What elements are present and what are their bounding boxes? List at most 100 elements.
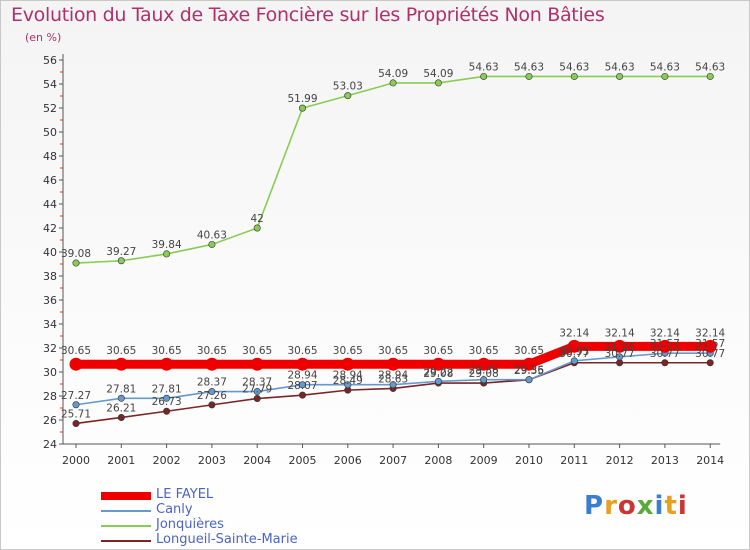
data-point-canly [389,381,397,389]
series-le-fayel [69,339,717,371]
data-point-le-fayel [205,357,219,371]
data-point-jonquieres [163,250,171,258]
data-point-jonquieres [117,257,125,265]
y-tick-label: 24 [43,438,57,451]
x-tick-label: 2002 [153,454,181,467]
data-point-jonquieres [389,79,397,87]
data-point-longueil-sainte-marie [208,401,216,409]
y-tick-label: 34 [43,318,57,331]
data-label-jonquieres: 54.63 [559,61,589,73]
data-point-longueil-sainte-marie [661,359,669,367]
proxiti-logo: Proxiti [584,491,688,521]
data-label-le-fayel: 30.65 [197,345,227,357]
data-label-le-fayel: 30.65 [106,345,136,357]
data-label-le-fayel: 32.14 [695,327,725,339]
legend-swatch [101,510,151,512]
data-label-canly: 28.37 [197,377,227,389]
y-tick-label: 42 [43,222,57,235]
data-point-canly [344,381,352,389]
data-label-jonquieres: 54.63 [469,61,499,73]
data-label-canly: 27.81 [152,383,182,395]
data-label-jonquieres: 40.63 [197,229,227,241]
logo-letter: x [636,491,655,521]
data-point-jonquieres [344,92,352,100]
x-tick-label: 2001 [107,454,135,467]
data-point-canly [253,388,261,396]
y-tick-label: 40 [43,246,57,259]
data-label-longueil-sainte-marie: 28.49 [333,375,363,387]
data-point-canly [434,377,442,385]
data-point-le-fayel [250,357,264,371]
data-label-canly: 28.94 [378,370,408,382]
data-point-jonquieres [434,79,442,87]
data-point-longueil-sainte-marie [298,391,306,399]
y-tick-label: 30 [43,366,57,379]
x-tick-label: 2012 [606,454,634,467]
data-label-le-fayel: 30.65 [152,345,182,357]
data-label-longueil-sainte-marie: 30.77 [559,348,589,360]
logo-letter: i [654,491,665,521]
x-tick-label: 2006 [334,454,362,467]
data-label-longueil-sainte-marie: 27.26 [197,390,227,402]
x-tick-label: 2011 [560,454,588,467]
y-tick-label: 44 [43,198,57,211]
chart-title: Evolution du Taux de Taxe Foncière sur l… [11,4,605,26]
data-label-longueil-sainte-marie: 29.08 [469,368,499,380]
data-label-longueil-sainte-marie: 30.77 [695,348,725,360]
data-point-longueil-sainte-marie [253,395,261,403]
y-tick-label: 32 [43,342,57,355]
data-label-canly: 29.22 [423,366,453,378]
legend-label: Jonquières [156,517,224,532]
data-point-jonquieres [72,259,80,267]
x-tick-label: 2007 [379,454,407,467]
series-jonquieres [72,72,714,267]
y-tick-label: 26 [43,414,57,427]
data-point-le-fayel [160,357,174,371]
data-label-le-fayel: 30.65 [423,345,453,357]
data-label-longueil-sainte-marie: 30.77 [605,348,635,360]
data-point-canly [117,394,125,402]
data-label-longueil-sainte-marie: 29.35 [514,365,544,377]
legend-label: Longueil-Sainte-Marie [156,532,298,547]
x-tick-label: 2009 [470,454,498,467]
data-point-canly [208,388,216,396]
data-label-longueil-sainte-marie: 29.08 [423,368,453,380]
data-point-le-fayel [703,339,717,353]
data-label-jonquieres: 39.08 [61,248,91,260]
data-point-jonquieres [706,72,714,80]
data-point-le-fayel [567,339,581,353]
x-tick-label: 2008 [424,454,452,467]
y-tick-label: 52 [43,102,57,115]
x-tick-label: 2014 [696,454,724,467]
series-line-jonquieres [75,75,711,264]
data-label-le-fayel: 30.65 [514,345,544,357]
data-label-longueil-sainte-marie: 28.63 [378,373,408,385]
data-label-jonquieres: 54.63 [514,61,544,73]
y-tick-label: 28 [43,390,57,403]
data-label-jonquieres: 54.63 [650,61,680,73]
legend-label: Canly [156,502,193,517]
data-point-le-fayel [613,339,627,353]
data-point-le-fayel [296,357,309,371]
data-point-canly [298,381,306,389]
x-tick-label: 2003 [198,454,226,467]
series-canly [72,349,714,409]
data-label-le-fayel: 30.65 [333,345,363,357]
data-label-canly: 28.94 [287,370,317,382]
data-label-longueil-sainte-marie: 26.73 [152,396,182,408]
logo-letter: P [584,491,605,521]
y-tick-label: 46 [43,174,57,187]
data-label-le-fayel: 30.65 [242,345,272,357]
data-label-canly: 28.37 [242,377,272,389]
logo-letter: o [617,491,637,521]
data-label-jonquieres: 54.09 [378,68,408,80]
data-label-le-fayel: 30.65 [287,345,317,357]
data-label-jonquieres: 39.27 [106,246,136,258]
logo-letter: r [604,491,618,521]
data-label-canly: 29.36 [469,365,499,377]
data-point-jonquieres [616,72,624,80]
logo-letter: i [677,491,688,521]
data-point-le-fayel [386,357,400,371]
